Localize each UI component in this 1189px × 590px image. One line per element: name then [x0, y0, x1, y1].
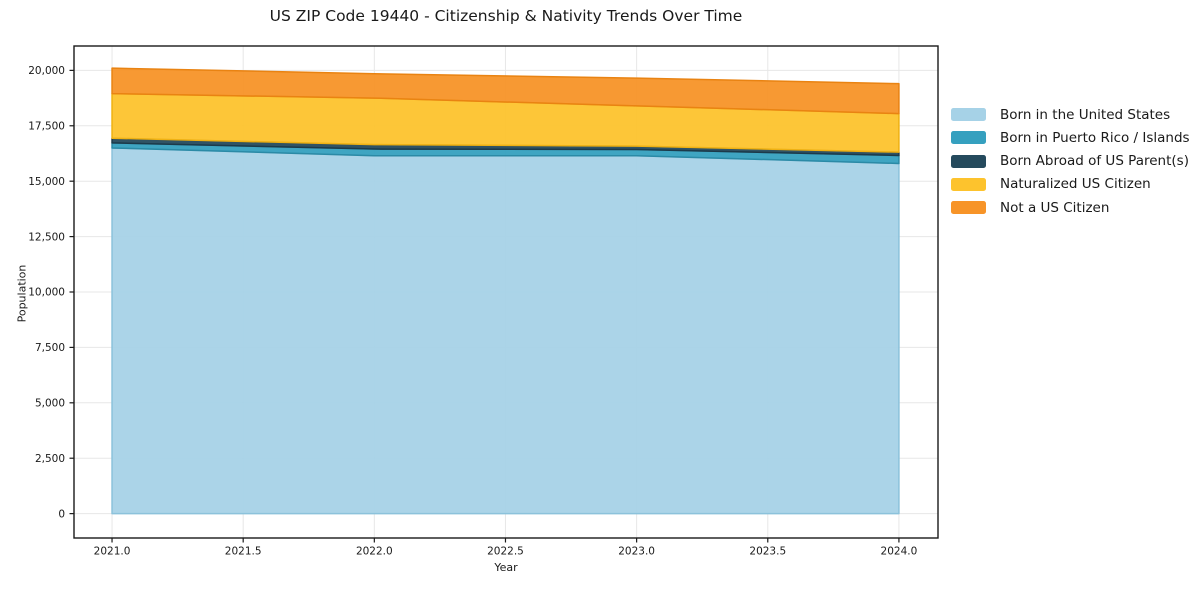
chart-title: US ZIP Code 19440 - Citizenship & Nativi… [269, 7, 743, 25]
legend-item: Born in the United States [951, 106, 1189, 123]
legend-label: Born Abroad of US Parent(s) [1000, 153, 1189, 170]
x-tick-label: 2023.0 [618, 546, 655, 558]
y-tick-label: 15,000 [28, 176, 65, 188]
legend-swatch [951, 201, 986, 215]
x-tick-label: 2023.5 [749, 546, 786, 558]
legend-label: Naturalized US Citizen [1000, 176, 1151, 193]
y-tick-label: 12,500 [28, 231, 65, 243]
legend-swatch [951, 131, 986, 145]
y-axis-label: Population [15, 264, 29, 323]
y-tick-label: 17,500 [28, 120, 65, 132]
legend-item: Naturalized US Citizen [951, 176, 1189, 193]
legend-label: Not a US Citizen [1000, 199, 1110, 216]
y-tick-label: 10,000 [28, 287, 65, 299]
area-born-in-the-united-states [111, 147, 900, 515]
legend-label: Born in the United States [1000, 106, 1171, 123]
legend-item: Not a US Citizen [951, 199, 1189, 216]
y-tick-label: 5,000 [35, 398, 65, 410]
x-tick-label: 2024.0 [881, 546, 918, 558]
legend-label: Born in Puerto Rico / Islands [1000, 129, 1189, 146]
area-not-a-us-citizen [111, 67, 900, 115]
y-tick-label: 0 [58, 508, 65, 520]
legend: Born in the United States Born in Puerto … [951, 106, 1189, 224]
x-axis-label: Year [494, 561, 518, 574]
x-tick-label: 2021.5 [225, 546, 262, 558]
x-tick-label: 2021.0 [94, 546, 131, 558]
legend-item: Born Abroad of US Parent(s) [951, 153, 1189, 170]
legend-swatch [951, 177, 986, 191]
x-tick-label: 2022.0 [356, 546, 393, 558]
y-tick-label: 20,000 [28, 65, 65, 77]
y-tick-label: 2,500 [35, 453, 65, 465]
legend-swatch [951, 154, 986, 168]
y-tick-label: 7,500 [35, 342, 65, 354]
legend-swatch [951, 108, 986, 121]
x-tick-label: 2022.5 [487, 546, 524, 558]
legend-item: Born in Puerto Rico / Islands [951, 129, 1189, 146]
